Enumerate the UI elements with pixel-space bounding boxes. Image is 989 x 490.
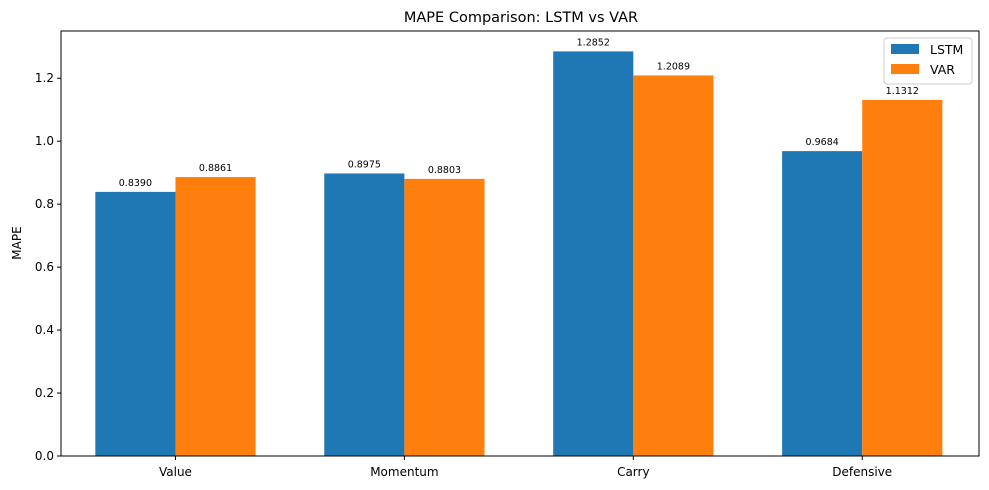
y-axis-ticks: 0.0 0.2 0.4 0.6 0.8 1.0 1.2 [35, 71, 61, 463]
bar-var-momentum [404, 178, 485, 456]
legend-label-var: VAR [930, 62, 955, 77]
data-label: 1.1312 [886, 86, 919, 97]
bar-var-carry [633, 75, 714, 456]
x-tick-label: Defensive [832, 465, 892, 479]
y-tick-label: 1.2 [35, 71, 54, 85]
bar-var-defensive [862, 99, 943, 457]
x-tick-label: Value [159, 465, 192, 479]
data-label: 0.8975 [348, 159, 381, 170]
data-label: 0.8803 [428, 165, 461, 176]
bar-lstm-momentum [324, 173, 405, 456]
data-label: 0.8390 [119, 178, 152, 189]
y-tick-label: 0.2 [35, 386, 54, 400]
legend-label-lstm: LSTM [930, 42, 963, 57]
chart-title: MAPE Comparison: LSTM vs VAR [404, 10, 638, 26]
y-tick-label: 0.4 [35, 323, 54, 337]
bar-lstm-defensive [782, 151, 863, 456]
legend: LSTM VAR [883, 37, 973, 85]
legend-swatch-lstm [891, 44, 919, 54]
x-tick-label: Carry [617, 465, 650, 479]
y-tick-label: 1.0 [35, 134, 54, 148]
data-label: 0.8861 [199, 163, 232, 174]
y-axis-label: MAPE [10, 226, 24, 259]
x-axis-ticks: Value Momentum Carry Defensive [159, 456, 892, 479]
bar-lstm-carry [553, 51, 634, 457]
data-label: 1.2852 [577, 37, 610, 48]
y-tick-label: 0.8 [35, 197, 54, 211]
bars-group [95, 51, 943, 457]
plot-frame [60, 30, 980, 457]
x-tick-label: Momentum [370, 465, 438, 479]
data-labels-group: 0.8390 0.8975 1.2852 0.9684 0.8861 0.8803 1.20… [119, 37, 919, 188]
data-label: 0.9684 [806, 137, 839, 148]
y-tick-label: 0.6 [35, 260, 54, 274]
legend-swatch-var [891, 64, 919, 74]
bar-var-value [175, 177, 256, 456]
bar-lstm-value [95, 191, 176, 457]
y-tick-label: 0.0 [35, 449, 54, 463]
data-label: 1.2089 [657, 61, 690, 72]
